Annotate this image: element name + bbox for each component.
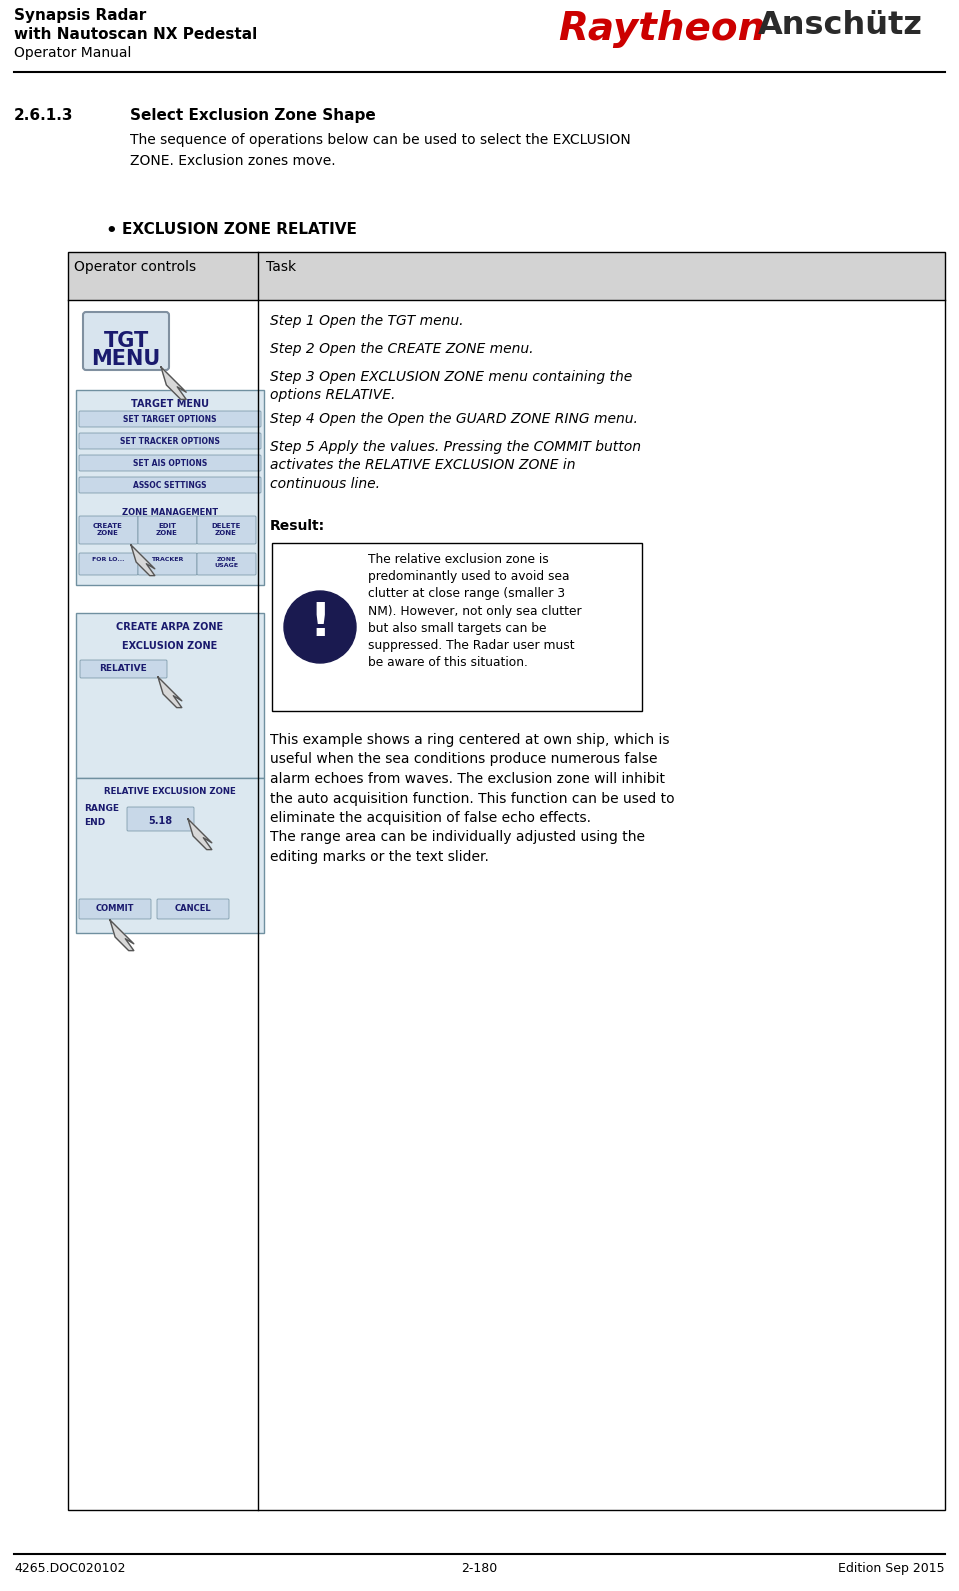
Text: Raytheon: Raytheon xyxy=(558,10,765,48)
FancyBboxPatch shape xyxy=(79,554,138,574)
FancyBboxPatch shape xyxy=(79,410,261,426)
Text: Step 1 Open the TGT menu.: Step 1 Open the TGT menu. xyxy=(270,313,463,328)
Text: Operator Manual: Operator Manual xyxy=(14,46,131,60)
Text: Step 3 Open EXCLUSION ZONE menu containing the
options RELATIVE.: Step 3 Open EXCLUSION ZONE menu containi… xyxy=(270,371,632,403)
Text: ZONE
USAGE: ZONE USAGE xyxy=(214,557,238,568)
Bar xyxy=(68,251,258,301)
Text: Synapsis Radar: Synapsis Radar xyxy=(14,8,147,22)
Text: CREATE
ZONE: CREATE ZONE xyxy=(93,523,123,536)
Text: END: END xyxy=(84,818,105,827)
Text: 2.6.1.3: 2.6.1.3 xyxy=(14,108,74,123)
FancyBboxPatch shape xyxy=(79,433,261,449)
Text: 5.18: 5.18 xyxy=(148,816,172,826)
Text: EDIT
ZONE: EDIT ZONE xyxy=(156,523,178,536)
Text: Step 4 Open the Open the GUARD ZONE RING menu.: Step 4 Open the Open the GUARD ZONE RING… xyxy=(270,412,638,426)
Text: !: ! xyxy=(309,601,331,646)
Text: Step 5 Apply the values. Pressing the COMMIT button
activates the RELATIVE EXCLU: Step 5 Apply the values. Pressing the CO… xyxy=(270,441,641,490)
FancyBboxPatch shape xyxy=(79,515,138,544)
FancyBboxPatch shape xyxy=(79,477,261,493)
Text: SET TRACKER OPTIONS: SET TRACKER OPTIONS xyxy=(120,438,220,445)
Text: TRACKER: TRACKER xyxy=(151,557,183,562)
Text: 2-180: 2-180 xyxy=(461,1562,497,1575)
Text: Anschütz: Anschütz xyxy=(758,10,923,41)
Text: The relative exclusion zone is
predominantly used to avoid sea
clutter at close : The relative exclusion zone is predomina… xyxy=(368,554,581,670)
Text: Operator controls: Operator controls xyxy=(74,259,197,274)
Text: COMMIT: COMMIT xyxy=(96,904,134,913)
FancyBboxPatch shape xyxy=(80,660,167,678)
Text: The sequence of operations below can be used to select the EXCLUSION
ZONE. Exclu: The sequence of operations below can be … xyxy=(130,134,631,167)
Text: Task: Task xyxy=(266,259,296,274)
FancyBboxPatch shape xyxy=(79,899,151,920)
Polygon shape xyxy=(161,368,186,399)
Text: 4265.DOC020102: 4265.DOC020102 xyxy=(14,1562,126,1575)
Text: CANCEL: CANCEL xyxy=(175,904,211,913)
FancyBboxPatch shape xyxy=(138,554,197,574)
Polygon shape xyxy=(158,678,182,708)
Polygon shape xyxy=(188,819,212,850)
Text: EXCLUSION ZONE RELATIVE: EXCLUSION ZONE RELATIVE xyxy=(122,223,357,237)
Text: •: • xyxy=(105,223,117,240)
FancyBboxPatch shape xyxy=(138,515,197,544)
Text: RELATIVE EXCLUSION ZONE: RELATIVE EXCLUSION ZONE xyxy=(105,788,236,796)
FancyBboxPatch shape xyxy=(79,455,261,471)
Text: Result:: Result: xyxy=(270,519,325,533)
Bar xyxy=(258,251,945,301)
FancyBboxPatch shape xyxy=(83,312,169,371)
Text: ZONE MANAGEMENT: ZONE MANAGEMENT xyxy=(122,508,218,517)
Bar xyxy=(76,613,264,778)
Text: TGT: TGT xyxy=(104,331,149,352)
Bar xyxy=(272,543,642,711)
Text: Step 2 Open the CREATE ZONE menu.: Step 2 Open the CREATE ZONE menu. xyxy=(270,342,533,356)
Text: TARGET MENU: TARGET MENU xyxy=(131,399,209,409)
Text: DELETE
ZONE: DELETE ZONE xyxy=(211,523,241,536)
Text: SET AIS OPTIONS: SET AIS OPTIONS xyxy=(133,458,207,468)
Text: MENU: MENU xyxy=(91,348,160,369)
Text: RANGE: RANGE xyxy=(84,803,119,813)
Text: FOR LO...: FOR LO... xyxy=(92,557,125,562)
Text: SET TARGET OPTIONS: SET TARGET OPTIONS xyxy=(124,415,217,423)
Text: RELATIVE: RELATIVE xyxy=(99,663,147,673)
Text: Edition Sep 2015: Edition Sep 2015 xyxy=(838,1562,945,1575)
Text: CREATE ARPA ZONE: CREATE ARPA ZONE xyxy=(116,622,223,632)
Text: with Nautoscan NX Pedestal: with Nautoscan NX Pedestal xyxy=(14,27,257,41)
Polygon shape xyxy=(131,546,154,576)
Text: Select Exclusion Zone Shape: Select Exclusion Zone Shape xyxy=(130,108,376,123)
Bar xyxy=(76,778,264,932)
Text: ASSOC SETTINGS: ASSOC SETTINGS xyxy=(133,480,207,490)
Text: This example shows a ring centered at own ship, which is
useful when the sea con: This example shows a ring centered at ow… xyxy=(270,733,674,864)
Polygon shape xyxy=(110,920,134,950)
Bar xyxy=(76,390,264,585)
FancyBboxPatch shape xyxy=(197,554,256,574)
FancyBboxPatch shape xyxy=(197,515,256,544)
FancyBboxPatch shape xyxy=(127,807,194,831)
FancyBboxPatch shape xyxy=(157,899,229,920)
Circle shape xyxy=(284,590,356,663)
Bar xyxy=(68,251,945,1510)
Text: EXCLUSION ZONE: EXCLUSION ZONE xyxy=(123,641,218,651)
